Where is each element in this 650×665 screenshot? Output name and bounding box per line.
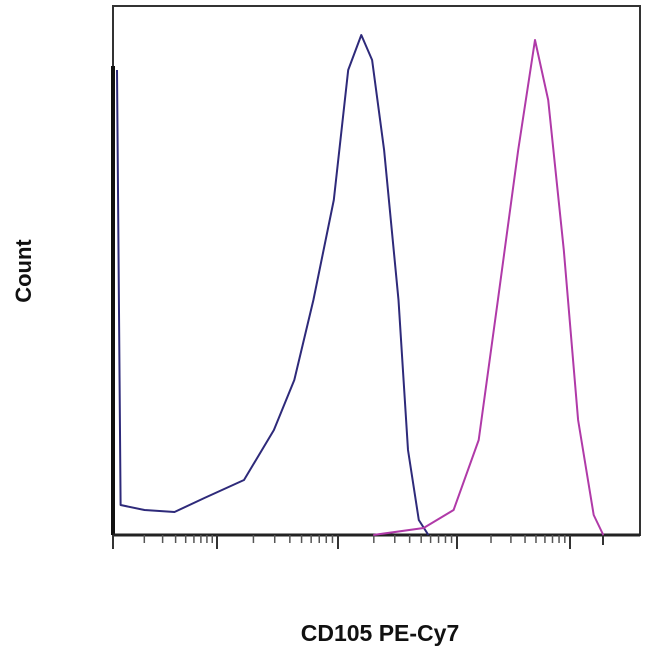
plot-frame xyxy=(112,5,641,536)
histogram-series-2 xyxy=(373,39,605,536)
x-axis-label: CD105 PE-Cy7 xyxy=(300,620,460,646)
histogram-series-1 xyxy=(116,34,430,536)
y-axis-label: Count xyxy=(10,239,36,303)
